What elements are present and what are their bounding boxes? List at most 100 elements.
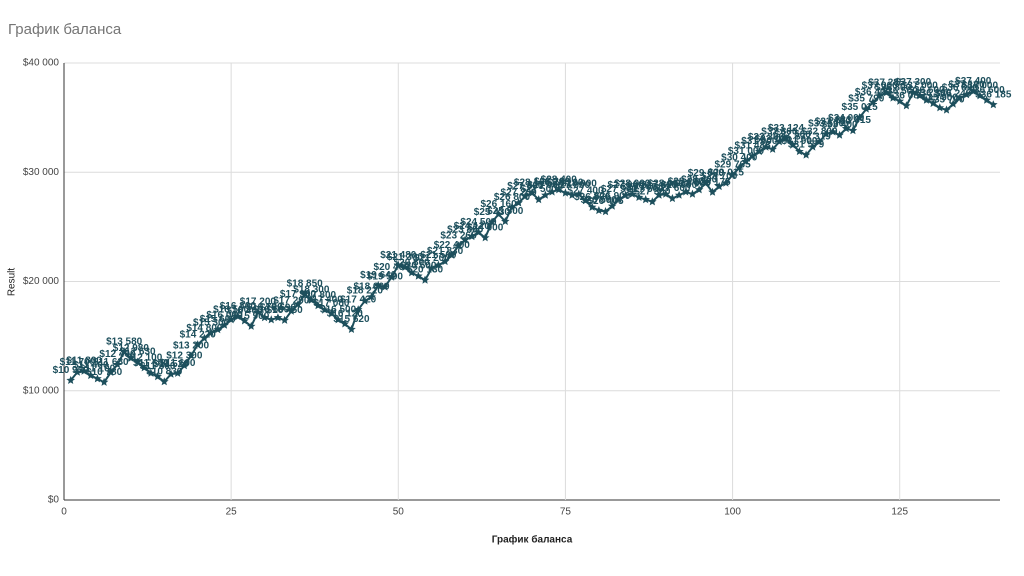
data-label: $21 500 bbox=[420, 250, 457, 261]
data-label: $31 900 bbox=[741, 136, 778, 147]
data-label: $16 120 bbox=[327, 309, 364, 320]
data-label: $32 500 bbox=[775, 130, 812, 141]
data-label: $33 815 bbox=[835, 115, 872, 126]
data-label: $20 500 bbox=[400, 261, 437, 272]
point-marker bbox=[340, 319, 350, 328]
point-marker bbox=[213, 325, 223, 334]
point-marker bbox=[253, 307, 263, 316]
data-label: $29 765 bbox=[714, 159, 751, 170]
data-label: $27 600 bbox=[654, 183, 691, 194]
data-label: $21 830 bbox=[427, 246, 464, 257]
data-label: $14 800 bbox=[186, 323, 223, 334]
point-marker bbox=[902, 101, 911, 110]
data-label: $16 700 bbox=[246, 302, 283, 313]
point-marker bbox=[440, 257, 450, 266]
point-marker bbox=[654, 190, 664, 199]
point-marker bbox=[347, 324, 356, 333]
data-label: $27 900 bbox=[608, 180, 645, 191]
data-label: $17 200 bbox=[240, 297, 277, 308]
point-marker bbox=[240, 316, 249, 325]
point-marker bbox=[480, 233, 490, 242]
point-marker bbox=[795, 147, 804, 156]
point-marker bbox=[841, 124, 851, 133]
data-label: $28 400 bbox=[681, 174, 718, 185]
point-marker bbox=[948, 99, 958, 108]
point-marker bbox=[541, 190, 550, 199]
point-marker bbox=[601, 207, 610, 216]
y-tick-label: $20 000 bbox=[23, 276, 60, 287]
data-label: $35 900 bbox=[922, 92, 959, 103]
point-marker bbox=[775, 137, 784, 146]
data-label: $17 290 bbox=[273, 296, 310, 307]
point-marker bbox=[394, 260, 403, 269]
point-marker bbox=[895, 96, 904, 105]
point-marker bbox=[146, 368, 156, 377]
data-label: $28 000 bbox=[648, 179, 685, 190]
point-marker bbox=[307, 295, 316, 304]
data-label: $11 100 bbox=[80, 363, 116, 374]
data-label: $21 480 bbox=[380, 250, 417, 261]
data-label: $32 100 bbox=[755, 134, 792, 145]
data-label: $17 400 bbox=[307, 295, 344, 306]
point-marker bbox=[587, 202, 597, 211]
point-marker bbox=[420, 275, 430, 284]
point-marker bbox=[708, 187, 717, 196]
point-marker bbox=[741, 156, 751, 165]
data-label: $29 000 bbox=[688, 168, 725, 179]
data-label: $15 300 bbox=[193, 317, 230, 328]
point-marker bbox=[166, 369, 176, 378]
data-label: $28 700 bbox=[701, 171, 738, 182]
point-marker bbox=[607, 201, 617, 210]
data-label: $10 830 bbox=[146, 366, 183, 377]
point-marker bbox=[801, 150, 811, 159]
point-marker bbox=[494, 209, 503, 218]
point-marker bbox=[942, 105, 951, 114]
data-label: $21 300 bbox=[387, 252, 424, 263]
data-label: $25 500 bbox=[487, 206, 524, 217]
data-label: $27 900 bbox=[554, 180, 591, 191]
data-label: $37 000 bbox=[862, 80, 899, 91]
point-marker bbox=[875, 91, 884, 100]
data-label: $16 690 bbox=[260, 302, 297, 313]
data-label: $12 980 bbox=[113, 343, 150, 354]
data-label: $12 400 bbox=[99, 349, 136, 360]
point-marker bbox=[106, 367, 116, 376]
point-marker bbox=[86, 371, 95, 380]
data-label: $24 500 bbox=[460, 217, 497, 228]
point-marker bbox=[527, 188, 537, 197]
point-marker bbox=[273, 313, 283, 322]
point-marker bbox=[701, 178, 711, 187]
data-label: $32 319 bbox=[795, 132, 832, 143]
point-marker bbox=[915, 91, 925, 100]
point-marker bbox=[313, 301, 323, 310]
x-tick-label: 75 bbox=[560, 507, 572, 518]
point-marker bbox=[414, 271, 423, 280]
point-marker bbox=[969, 86, 978, 95]
point-marker bbox=[93, 374, 102, 383]
data-label: $30 400 bbox=[721, 153, 758, 164]
data-label: $26 500 bbox=[581, 195, 618, 206]
x-tick-label: 125 bbox=[891, 507, 908, 518]
data-label: $36 185 bbox=[975, 89, 1012, 100]
point-marker bbox=[353, 305, 363, 314]
point-marker bbox=[434, 260, 443, 269]
point-marker bbox=[79, 366, 89, 375]
data-label: $36 085 bbox=[888, 90, 925, 101]
point-marker bbox=[735, 163, 744, 172]
data-label: $34 000 bbox=[828, 113, 865, 124]
point-marker bbox=[574, 189, 584, 198]
data-label: $12 630 bbox=[119, 347, 156, 358]
point-marker bbox=[828, 127, 838, 136]
point-marker bbox=[333, 315, 343, 324]
data-label: $16 500 bbox=[213, 304, 250, 315]
point-marker bbox=[728, 170, 737, 179]
data-label: $31 488 bbox=[735, 141, 772, 152]
data-label: $37 300 bbox=[895, 77, 932, 88]
point-marker bbox=[848, 126, 858, 135]
point-marker bbox=[581, 196, 590, 205]
point-marker bbox=[821, 129, 831, 138]
data-label: $33 400 bbox=[821, 120, 858, 131]
point-marker bbox=[989, 100, 998, 109]
data-label: $11 680 bbox=[93, 357, 129, 368]
data-label: $10 950 bbox=[53, 365, 90, 376]
